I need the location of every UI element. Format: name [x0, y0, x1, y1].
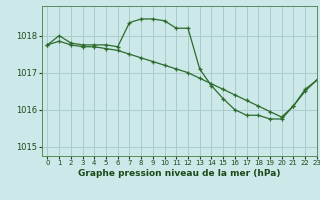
X-axis label: Graphe pression niveau de la mer (hPa): Graphe pression niveau de la mer (hPa)	[78, 169, 280, 178]
